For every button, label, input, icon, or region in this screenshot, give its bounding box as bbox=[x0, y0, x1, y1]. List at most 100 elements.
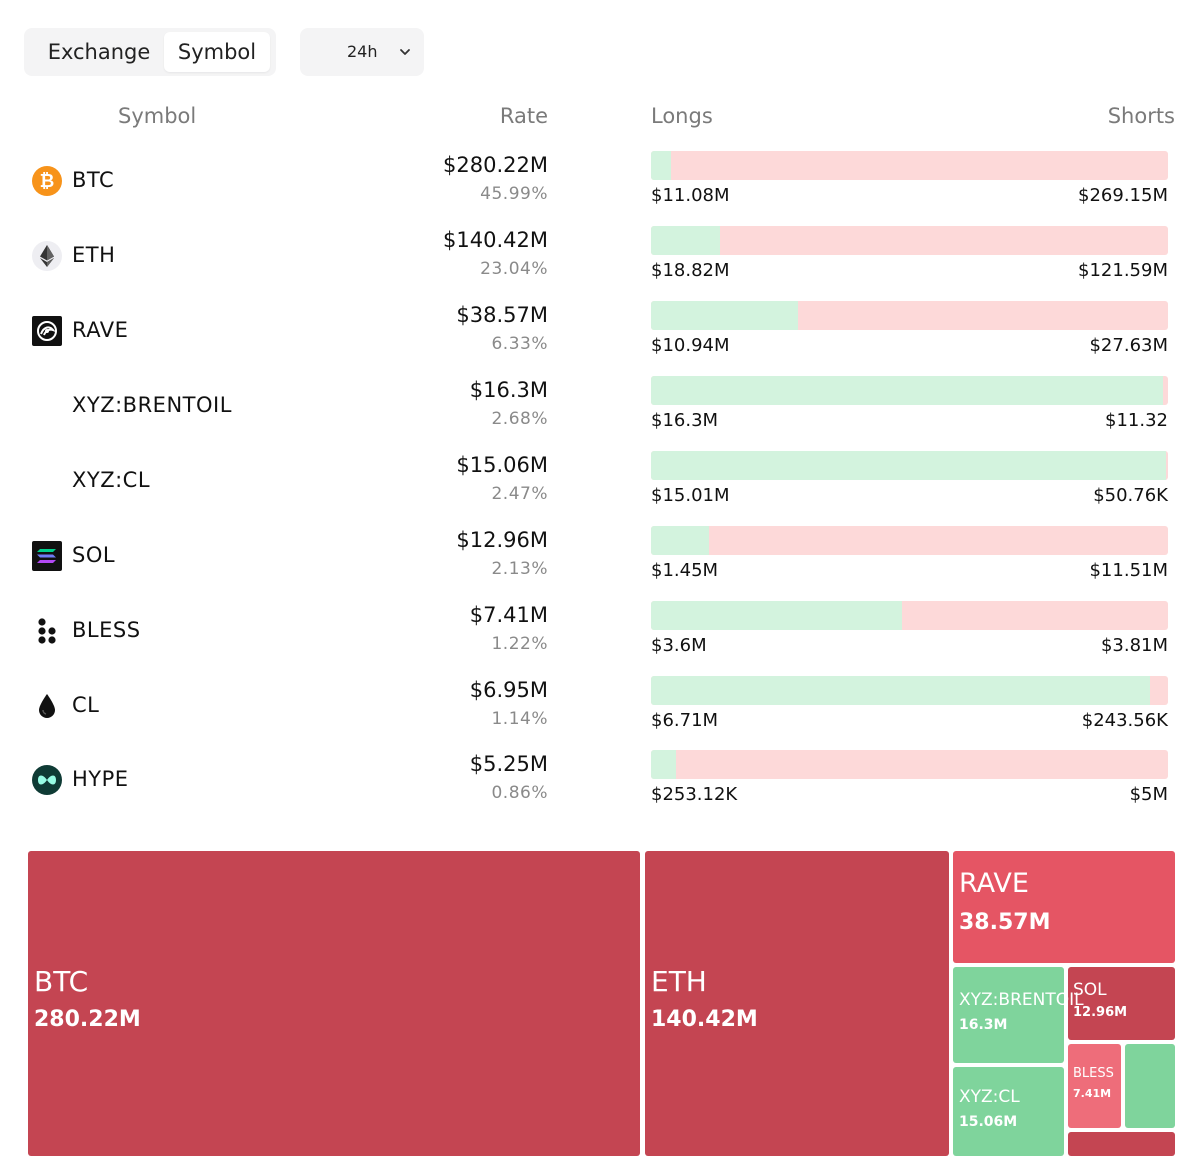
symbol-label: RAVE bbox=[72, 318, 129, 342]
chevron-down-icon bbox=[400, 49, 410, 55]
header-symbol[interactable]: Symbol bbox=[118, 104, 197, 128]
symbol-label: BTC bbox=[72, 168, 115, 192]
shorts-value: $121.59M bbox=[1078, 260, 1168, 281]
header-longs: Longs bbox=[651, 104, 713, 128]
treemap-value: 38.57M bbox=[959, 910, 1051, 935]
longs-value: $6.71M bbox=[651, 710, 719, 731]
rate-amount: $280.22M bbox=[443, 153, 548, 177]
longs-value: $1.45M bbox=[651, 560, 719, 581]
table-row[interactable]: BLESS $7.41M 1.22% $3.6M $3.81M bbox=[0, 601, 1200, 676]
shorts-value: $243.56K bbox=[1081, 710, 1168, 731]
table-row[interactable]: RAVE $38.57M 6.33% $10.94M $27.63M bbox=[0, 301, 1200, 376]
long-fill bbox=[651, 750, 676, 779]
symbol-label: XYZ:CL bbox=[72, 468, 151, 492]
shorts-value: $3.81M bbox=[1100, 635, 1168, 656]
longs-value: $253.12K bbox=[651, 784, 738, 805]
ethereum-icon bbox=[32, 241, 62, 271]
rave-icon bbox=[32, 316, 62, 346]
treemap-cell-rave[interactable]: RAVE 38.57M bbox=[953, 851, 1175, 963]
table-row[interactable]: SOL $12.96M 2.13% $1.45M $11.51M bbox=[0, 526, 1200, 601]
treemap-cell-bless[interactable]: BLESS 7.41M bbox=[1068, 1044, 1121, 1128]
header-rate[interactable]: Rate bbox=[499, 104, 548, 128]
table-row[interactable]: XYZ:BRENTOIL $16.3M 2.68% $16.3M $11.32 bbox=[0, 376, 1200, 451]
treemap-label: XYZ:BRENTOIL bbox=[959, 990, 1084, 1010]
rate-percent: 45.99% bbox=[480, 184, 548, 204]
header-shorts: Shorts bbox=[1107, 104, 1175, 128]
solana-icon bbox=[32, 541, 62, 571]
long-short-bar bbox=[651, 151, 1168, 180]
treemap-value: 12.96M bbox=[1073, 1005, 1128, 1020]
symbol-label: ETH bbox=[72, 243, 116, 267]
treemap-cell-sol[interactable]: SOL 12.96M bbox=[1068, 967, 1175, 1040]
longs-value: $10.94M bbox=[651, 335, 730, 356]
symbol-label: BLESS bbox=[72, 618, 141, 642]
long-fill bbox=[651, 601, 903, 630]
treemap-label: ETH bbox=[651, 965, 707, 998]
long-fill bbox=[651, 676, 1150, 705]
rate-percent: 0.86% bbox=[491, 783, 548, 803]
longs-value: $16.3M bbox=[651, 410, 719, 431]
period-select[interactable]: 24h bbox=[300, 28, 424, 76]
rate-percent: 23.04% bbox=[480, 259, 548, 279]
longs-value: $3.6M bbox=[651, 635, 707, 656]
treemap-value: 16.3M bbox=[959, 1017, 1008, 1033]
long-short-bar bbox=[651, 301, 1168, 330]
table-row[interactable]: CL $6.95M 1.14% $6.71M $243.56K bbox=[0, 676, 1200, 751]
treemap-value: 15.06M bbox=[959, 1114, 1018, 1130]
rate-percent: 2.47% bbox=[491, 484, 548, 504]
long-short-bar bbox=[651, 226, 1168, 255]
longs-value: $11.08M bbox=[651, 185, 730, 206]
shorts-value: $269.15M bbox=[1078, 185, 1168, 206]
long-fill bbox=[651, 451, 1167, 480]
treemap-cell-hype[interactable] bbox=[1068, 1132, 1175, 1156]
rate-amount: $16.3M bbox=[469, 378, 548, 402]
symbol-label: HYPE bbox=[72, 767, 129, 791]
table-row[interactable]: ₿ BTC $280.22M 45.99% $11.08M $269.15M bbox=[0, 151, 1200, 226]
treemap-cell-xyz-brentoil[interactable]: XYZ:BRENTOIL 16.3M bbox=[953, 967, 1084, 1063]
table-row[interactable]: ETH $140.42M 23.04% $18.82M $121.59M bbox=[0, 226, 1200, 301]
long-fill bbox=[651, 226, 721, 255]
treemap-label: BTC bbox=[34, 965, 89, 998]
shorts-value: $50.76K bbox=[1093, 485, 1168, 506]
rate-amount: $15.06M bbox=[456, 453, 548, 477]
long-fill bbox=[651, 301, 798, 330]
shorts-value: $11.51M bbox=[1089, 560, 1168, 581]
treemap-value: 280.22M bbox=[34, 1007, 141, 1032]
rate-percent: 1.22% bbox=[491, 634, 548, 654]
rate-percent: 6.33% bbox=[491, 334, 548, 354]
treemap-label: XYZ:CL bbox=[959, 1087, 1020, 1107]
treemap-cell-xyz-cl[interactable]: XYZ:CL 15.06M bbox=[953, 1067, 1064, 1156]
shorts-value: $11.32 bbox=[1105, 410, 1168, 431]
rate-amount: $7.41M bbox=[469, 603, 548, 627]
symbol-label: XYZ:BRENTOIL bbox=[72, 393, 232, 417]
long-short-bar bbox=[651, 376, 1168, 405]
symbol-label: SOL bbox=[72, 543, 116, 567]
oil-drop-icon bbox=[39, 694, 55, 718]
longs-value: $15.01M bbox=[651, 485, 730, 506]
treemap-label: BLESS bbox=[1073, 1066, 1114, 1081]
tab-exchange[interactable]: Exchange bbox=[47, 40, 151, 64]
svg-text:₿: ₿ bbox=[40, 171, 55, 192]
rate-amount: $6.95M bbox=[469, 678, 548, 702]
longs-value: $18.82M bbox=[651, 260, 730, 281]
hyperliquid-icon bbox=[32, 765, 62, 795]
long-short-bar bbox=[651, 750, 1168, 779]
rate-percent: 2.68% bbox=[491, 409, 548, 429]
shorts-value: $27.63M bbox=[1089, 335, 1168, 356]
treemap-cell-btc[interactable]: BTC 280.22M bbox=[28, 851, 640, 1156]
long-fill bbox=[651, 151, 672, 180]
treemap-cell-cl[interactable] bbox=[1125, 1044, 1175, 1128]
long-fill bbox=[651, 526, 709, 555]
period-value: 24h bbox=[347, 42, 378, 61]
shorts-value: $5M bbox=[1129, 784, 1168, 805]
rate-percent: 2.13% bbox=[491, 559, 548, 579]
rate-percent: 1.14% bbox=[491, 709, 548, 729]
symbol-label: CL bbox=[72, 693, 100, 717]
tab-symbol[interactable]: Symbol bbox=[164, 32, 270, 72]
long-short-bar bbox=[651, 601, 1168, 630]
long-short-bar bbox=[651, 451, 1168, 480]
treemap-cell-eth[interactable]: ETH 140.42M bbox=[645, 851, 949, 1156]
long-fill bbox=[651, 376, 1163, 405]
table-row[interactable]: XYZ:CL $15.06M 2.47% $15.01M $50.76K bbox=[0, 451, 1200, 526]
table-row[interactable]: HYPE $5.25M 0.86% $253.12K $5M bbox=[0, 750, 1200, 825]
